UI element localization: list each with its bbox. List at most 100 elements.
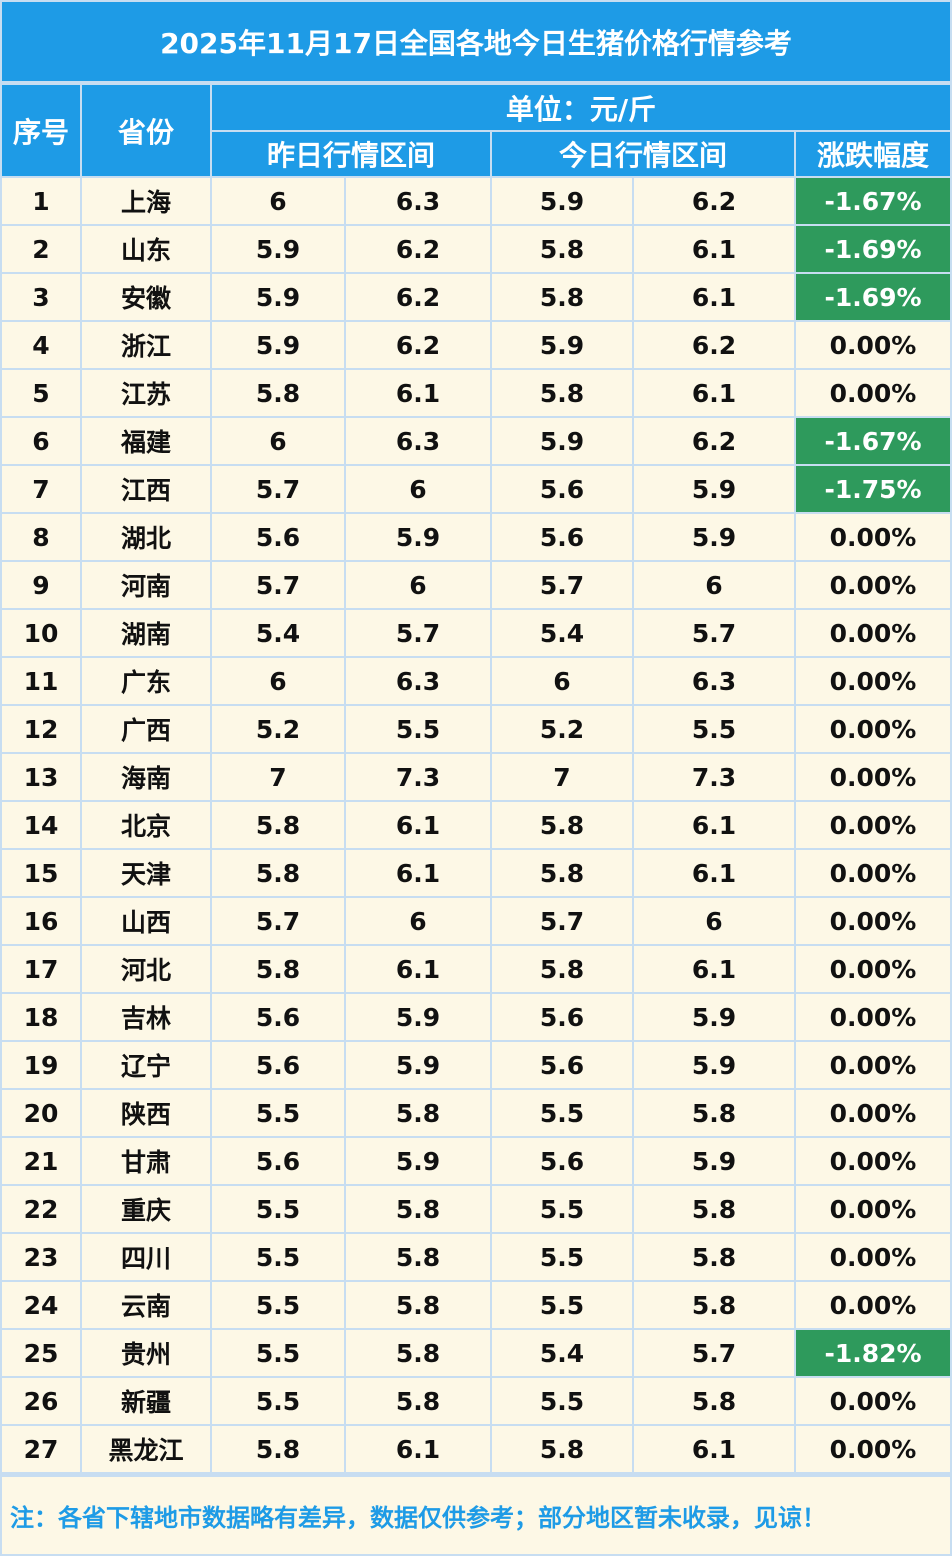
table-row: 27 黑龙江 5.8 6.1 5.8 6.1 0.00% (2, 1426, 950, 1472)
yesterday-high-cell: 6 (346, 466, 490, 512)
yesterday-low-cell: 7 (212, 754, 344, 800)
today-low-cell: 5.8 (492, 226, 632, 272)
yesterday-high-cell: 5.7 (346, 610, 490, 656)
seq-cell: 18 (2, 994, 80, 1040)
seq-cell: 25 (2, 1330, 80, 1376)
yesterday-low-cell: 6 (212, 418, 344, 464)
today-low-cell: 5.9 (492, 322, 632, 368)
today-low-cell: 5.7 (492, 898, 632, 944)
today-high-cell: 6.2 (634, 322, 794, 368)
today-low-cell: 5.5 (492, 1186, 632, 1232)
change-cell: 0.00% (796, 1090, 950, 1136)
seq-cell: 10 (2, 610, 80, 656)
today-high-cell: 6 (634, 898, 794, 944)
today-low-cell: 5.8 (492, 370, 632, 416)
table-row: 16 山西 5.7 6 5.7 6 0.00% (2, 898, 950, 944)
table-row: 13 海南 7 7.3 7 7.3 0.00% (2, 754, 950, 800)
today-high-cell: 5.9 (634, 1042, 794, 1088)
province-cell: 安徽 (82, 274, 210, 320)
today-low-cell: 6 (492, 658, 632, 704)
today-high-cell: 5.8 (634, 1234, 794, 1280)
province-cell: 北京 (82, 802, 210, 848)
seq-cell: 17 (2, 946, 80, 992)
table-row: 17 河北 5.8 6.1 5.8 6.1 0.00% (2, 946, 950, 992)
change-cell: 0.00% (796, 1042, 950, 1088)
today-high-cell: 6.1 (634, 802, 794, 848)
yesterday-high-cell: 6.1 (346, 850, 490, 896)
change-cell: -1.82% (796, 1330, 950, 1376)
seq-cell: 5 (2, 370, 80, 416)
today-high-cell: 5.5 (634, 706, 794, 752)
seq-cell: 4 (2, 322, 80, 368)
table-row: 7 江西 5.7 6 5.6 5.9 -1.75% (2, 466, 950, 512)
yesterday-low-cell: 5.2 (212, 706, 344, 752)
table-row: 23 四川 5.5 5.8 5.5 5.8 0.00% (2, 1234, 950, 1280)
seq-cell: 24 (2, 1282, 80, 1328)
change-cell: 0.00% (796, 1234, 950, 1280)
table-row: 9 河南 5.7 6 5.7 6 0.00% (2, 562, 950, 608)
change-cell: 0.00% (796, 994, 950, 1040)
today-low-cell: 7 (492, 754, 632, 800)
yesterday-low-cell: 5.5 (212, 1234, 344, 1280)
province-cell: 陕西 (82, 1090, 210, 1136)
yesterday-high-cell: 6 (346, 562, 490, 608)
today-low-cell: 5.6 (492, 466, 632, 512)
yesterday-high-cell: 5.9 (346, 1138, 490, 1184)
today-low-cell: 5.2 (492, 706, 632, 752)
province-cell: 广西 (82, 706, 210, 752)
today-low-cell: 5.8 (492, 946, 632, 992)
seq-cell: 23 (2, 1234, 80, 1280)
today-low-cell: 5.9 (492, 178, 632, 224)
today-high-cell: 5.9 (634, 1138, 794, 1184)
yesterday-high-cell: 6 (346, 898, 490, 944)
province-cell: 天津 (82, 850, 210, 896)
today-low-cell: 5.6 (492, 1138, 632, 1184)
table-row: 24 云南 5.5 5.8 5.5 5.8 0.00% (2, 1282, 950, 1328)
header-today-range: 今日行情区间 (492, 132, 794, 176)
yesterday-low-cell: 5.7 (212, 898, 344, 944)
province-cell: 浙江 (82, 322, 210, 368)
header-seq: 序号 (2, 85, 80, 176)
change-cell: 0.00% (796, 1138, 950, 1184)
table-row: 22 重庆 5.5 5.8 5.5 5.8 0.00% (2, 1186, 950, 1232)
change-cell: 0.00% (796, 370, 950, 416)
change-cell: 0.00% (796, 1378, 950, 1424)
today-low-cell: 5.5 (492, 1090, 632, 1136)
change-cell: 0.00% (796, 658, 950, 704)
change-cell: -1.75% (796, 466, 950, 512)
province-cell: 河北 (82, 946, 210, 992)
province-cell: 福建 (82, 418, 210, 464)
header-change: 涨跌幅度 (796, 132, 950, 176)
table-row: 6 福建 6 6.3 5.9 6.2 -1.67% (2, 418, 950, 464)
yesterday-high-cell: 6.1 (346, 946, 490, 992)
province-cell: 河南 (82, 562, 210, 608)
today-low-cell: 5.5 (492, 1282, 632, 1328)
header-yesterday-range: 昨日行情区间 (212, 132, 490, 176)
change-cell: -1.69% (796, 274, 950, 320)
province-cell: 海南 (82, 754, 210, 800)
header-unit: 单位：元/斤 (212, 85, 950, 130)
today-high-cell: 6 (634, 562, 794, 608)
province-cell: 江西 (82, 466, 210, 512)
province-cell: 山西 (82, 898, 210, 944)
yesterday-high-cell: 6.2 (346, 274, 490, 320)
seq-cell: 16 (2, 898, 80, 944)
seq-cell: 9 (2, 562, 80, 608)
change-cell: 0.00% (796, 1186, 950, 1232)
today-high-cell: 6.1 (634, 1426, 794, 1472)
yesterday-low-cell: 6 (212, 658, 344, 704)
seq-cell: 15 (2, 850, 80, 896)
seq-cell: 1 (2, 178, 80, 224)
today-low-cell: 5.8 (492, 1426, 632, 1472)
table-row: 14 北京 5.8 6.1 5.8 6.1 0.00% (2, 802, 950, 848)
seq-cell: 12 (2, 706, 80, 752)
yesterday-high-cell: 5.8 (346, 1090, 490, 1136)
yesterday-high-cell: 6.3 (346, 658, 490, 704)
yesterday-low-cell: 5.6 (212, 514, 344, 560)
yesterday-high-cell: 6.2 (346, 322, 490, 368)
table-row: 8 湖北 5.6 5.9 5.6 5.9 0.00% (2, 514, 950, 560)
yesterday-low-cell: 5.8 (212, 1426, 344, 1472)
table-row: 21 甘肃 5.6 5.9 5.6 5.9 0.00% (2, 1138, 950, 1184)
seq-cell: 26 (2, 1378, 80, 1424)
